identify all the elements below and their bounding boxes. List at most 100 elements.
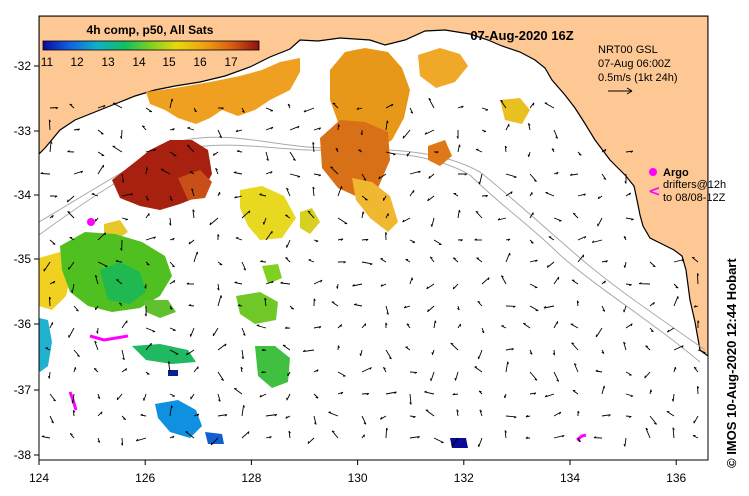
current-vector-head [427,198,430,202]
current-vector [623,305,627,313]
current-vector [385,391,397,395]
current-vector [649,415,657,425]
current-vector-head [121,180,125,183]
current-vector-head [461,105,464,109]
current-vector [577,235,587,241]
current-vector-head [220,295,223,299]
current-vector-head [173,280,176,283]
current-vector [288,431,291,439]
current-vector [505,361,509,373]
current-vector [475,211,483,219]
current-vector [121,129,123,139]
y-tick-label: -38 [14,448,32,462]
current-vector [697,349,706,353]
current-vector [49,322,53,329]
current-vector [282,344,291,351]
current-vector-head [343,261,346,264]
current-vector-head [645,427,649,430]
current-vector-head [452,286,455,290]
current-vector-head [172,238,175,241]
current-legend-line: 0.5m/s (1kt 24h) [598,72,677,84]
current-vector [121,173,125,183]
current-vector [212,327,219,337]
current-vector [453,283,459,290]
current-vector-head [602,309,606,312]
current-vector-head [631,218,634,221]
current-vector-head [168,361,171,364]
current-vector [68,327,75,338]
current-vector-head [224,343,227,347]
current-vector-head [259,394,262,398]
current-vector [505,191,513,197]
current-vector [49,141,52,153]
current-vector-head [55,107,59,110]
current-vector [187,127,195,131]
current-vector-head [172,435,175,439]
sst-patch [255,346,290,388]
current-vector-head [525,414,529,418]
colorbar-title: 4h comp, p50, All Sats [87,23,214,37]
current-vector-head [196,251,199,255]
current-vector-head [67,211,71,213]
current-vector [497,217,507,221]
current-vector-head [456,409,459,412]
current-vector [544,102,555,109]
current-vector-head [474,238,478,241]
current-vector-head [247,431,250,435]
x-tick-label: 130 [348,471,368,485]
current-vector-head [243,405,245,408]
current-vector-head [380,416,383,420]
current-vector [571,279,579,285]
current-vector-head [623,236,627,239]
current-vector-head [543,306,547,309]
current-vector-head [96,331,99,334]
current-vector-head [410,111,414,114]
current-vector [529,173,537,182]
current-vector-head [297,126,300,129]
colorbar [42,40,260,51]
current-vector [313,415,317,425]
current-vector [572,212,579,219]
current-vector [217,371,224,381]
current-vector [234,388,243,395]
current-vector [97,129,104,135]
current-vector-head [681,345,684,348]
current-vector [361,367,372,373]
current-vector [623,341,627,351]
current-vector [577,254,585,263]
current-vector [452,257,459,263]
current-vector-head [340,391,344,395]
current-vector-head [169,223,172,226]
current-vector [601,173,607,180]
current-vector [289,173,301,178]
current-vector [234,282,243,285]
current-vector-head [262,221,265,225]
current-vector-head [186,352,189,356]
current-vector [523,323,531,329]
current-vector [451,437,459,447]
current-vector-head [54,195,58,198]
current-vector [43,261,51,272]
current-vector-head [671,398,674,402]
current-vector [280,282,291,285]
current-vector-head [386,427,389,431]
current-vector-head [331,430,335,433]
current-vector [696,273,699,285]
argo-drifter-track [89,334,129,342]
current-vector-head [403,305,407,309]
current-vector [402,217,411,223]
current-vector-head [318,127,322,131]
sst-patch [39,318,52,372]
current-vector [673,345,684,351]
current-vector [409,107,414,114]
current-vector [504,430,507,439]
current-vector [217,414,228,417]
current-vector-head [356,107,360,110]
current-vector-head [312,186,315,190]
current-vector [91,193,99,197]
current-vector-head [528,123,531,126]
current-vector-head [135,438,139,442]
current-vector [331,301,339,307]
current-vector-head [535,259,538,263]
y-tick-label: -36 [14,317,32,331]
